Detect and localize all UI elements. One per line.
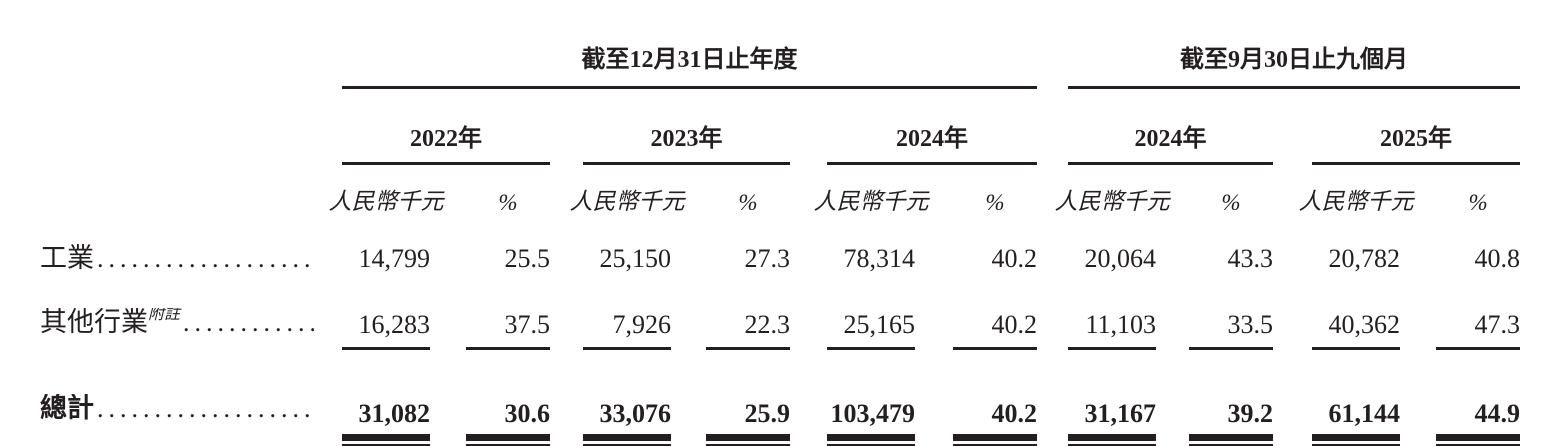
- dot-leader: ......................: [97, 394, 314, 424]
- value-cell: 40,362: [1312, 310, 1400, 350]
- row-label-total: 總計: [40, 394, 94, 424]
- row-label-industrial: 工業: [40, 244, 94, 274]
- value-cell: 22.3: [706, 310, 790, 350]
- value-cell: 37.5: [466, 310, 550, 350]
- total-value-cell: 40.2: [953, 399, 1037, 446]
- value-cell: 40.2: [991, 244, 1038, 274]
- period-header-row: 截至12月31日止年度 截至9月30日止九個月: [0, 0, 1562, 89]
- period-header-annual: 截至12月31日止年度: [342, 0, 1037, 89]
- value-cell: 25.5: [504, 244, 551, 274]
- value-cell: 25,165: [827, 310, 915, 350]
- value-cell: 7,926: [583, 310, 671, 350]
- total-value-cell: 39.2: [1189, 399, 1273, 446]
- percent-header: %: [985, 190, 1005, 215]
- total-value-cell: 61,144: [1312, 399, 1400, 446]
- total-value-cell: 30.6: [466, 399, 550, 446]
- dot-leader: ................: [183, 308, 314, 338]
- table-row-total: 總計 ...................... 31,082 30.6 33…: [0, 350, 1562, 446]
- value-cell: 40.2: [953, 310, 1037, 350]
- table-row-other-industries: 其他行業 附註 ................ 16,283 37.5 7,9…: [0, 278, 1562, 350]
- unit-header: 人民幣千元: [569, 189, 685, 214]
- total-value-cell: 25.9: [706, 399, 790, 446]
- total-value-cell: 44.9: [1436, 399, 1521, 446]
- value-cell: 14,799: [358, 244, 431, 274]
- year-header-row: 2022年 2023年 2024年 2024年 2025年: [0, 87, 1562, 165]
- period-header-nine-month: 截至9月30日止九個月: [1068, 0, 1521, 89]
- percent-header: %: [498, 190, 518, 215]
- table-row-industrial: 工業 ...................... 14,799 25.5 25…: [0, 222, 1562, 278]
- footnote-superscript: 附註: [148, 308, 181, 324]
- total-value-cell: 31,082: [342, 399, 430, 446]
- year-header-2023: 2023年: [583, 87, 790, 165]
- value-cell: 47.3: [1436, 310, 1521, 350]
- year-header-2022: 2022年: [342, 87, 550, 165]
- value-cell: 20,782: [1328, 244, 1401, 274]
- unit-header: 人民幣千元: [1054, 189, 1170, 214]
- value-cell: 43.3: [1227, 244, 1274, 274]
- year-header-2024-9m: 2024年: [1068, 87, 1273, 165]
- value-cell: 78,314: [843, 244, 916, 274]
- row-label-other-industries: 其他行業: [40, 308, 148, 338]
- value-cell: 20,064: [1084, 244, 1157, 274]
- value-cell: 33.5: [1189, 310, 1273, 350]
- total-value-cell: 103,479: [827, 399, 915, 446]
- percent-header: %: [1221, 190, 1241, 215]
- year-header-2024: 2024年: [827, 87, 1037, 165]
- value-cell: 16,283: [342, 310, 430, 350]
- value-cell: 11,103: [1068, 310, 1156, 350]
- total-value-cell: 31,167: [1068, 399, 1156, 446]
- value-cell: 27.3: [744, 244, 791, 274]
- unit-header-row: 人民幣千元 % 人民幣千元 % 人民幣千元 % 人民幣千元 % 人民幣千元 %: [0, 164, 1562, 223]
- year-header-2025: 2025年: [1312, 87, 1521, 165]
- unit-header: 人民幣千元: [813, 189, 929, 214]
- total-value-cell: 33,076: [583, 399, 671, 446]
- unit-header: 人民幣千元: [1298, 189, 1414, 214]
- value-cell: 40.8: [1474, 244, 1521, 274]
- dot-leader: ......................: [97, 244, 314, 274]
- unit-header: 人民幣千元: [328, 189, 444, 214]
- percent-header: %: [738, 190, 758, 215]
- value-cell: 25,150: [599, 244, 672, 274]
- percent-header: %: [1468, 190, 1488, 215]
